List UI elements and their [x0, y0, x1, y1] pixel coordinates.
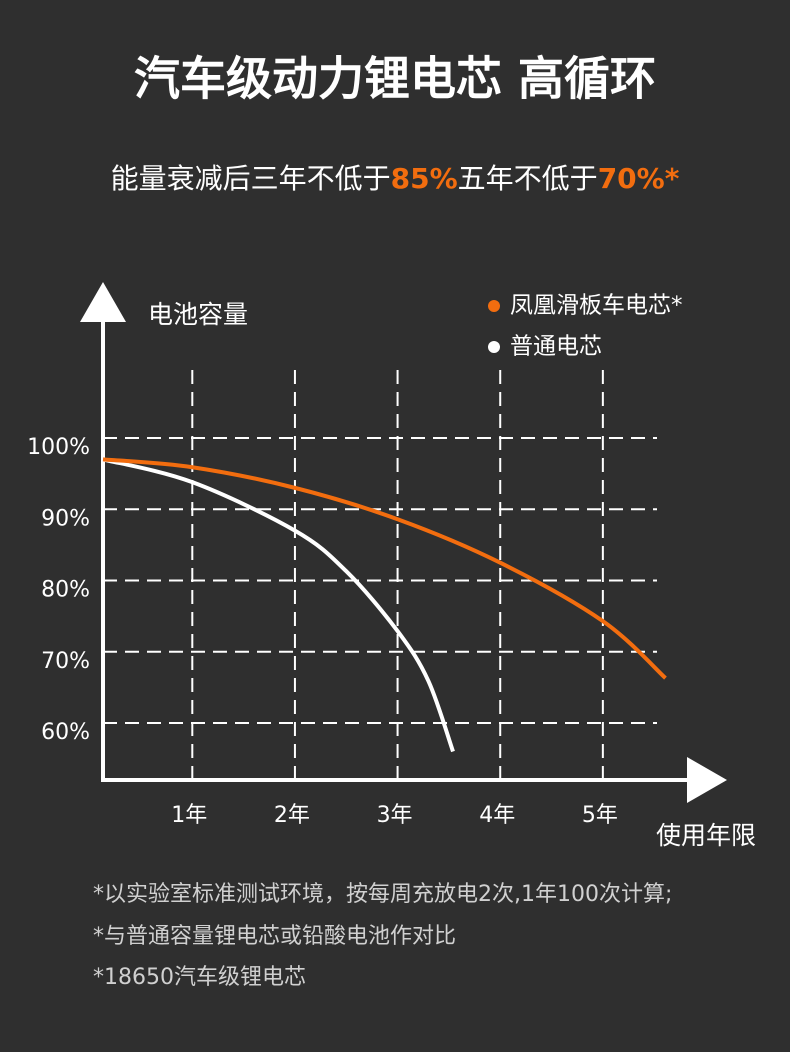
y-tick-label: 60% [41, 720, 90, 745]
subtitle: 能量衰减后三年不低于85%五年不低于70%* [111, 162, 680, 195]
series-line [102, 457, 667, 680]
x-tick-label: 2年 [274, 803, 310, 828]
x-axis-label: 使用年限 [656, 821, 756, 850]
subtitle-part: 70%* [598, 162, 680, 195]
legend-label: 普通电芯 [510, 334, 602, 360]
y-tick-label: 100% [27, 435, 90, 460]
subtitle-part: 能量衰减后三年不低于 [111, 162, 391, 195]
footnote: *以实验室标准测试环境，按每周充放电2次,1年100次计算; [93, 882, 672, 907]
y-tick-label: 80% [41, 578, 90, 603]
x-tick-label: 3年 [377, 803, 413, 828]
x-tick-label: 5年 [582, 803, 618, 828]
y-axis-label: 电池容量 [148, 300, 248, 329]
x-tick-label: 4年 [479, 803, 515, 828]
footnote: *与普通容量锂电芯或铅酸电池作对比 [93, 924, 456, 949]
legend-marker [488, 341, 500, 353]
subtitle-part: 85% [391, 162, 458, 195]
y-arrow [80, 282, 126, 322]
x-tick-label: 1年 [171, 803, 207, 828]
title: 汽车级动力锂电芯 高循环 [134, 52, 656, 106]
legend-label: 凤凰滑板车电芯* [510, 293, 683, 319]
subtitle-part: 五年不低于 [458, 162, 598, 195]
series-line [102, 457, 455, 753]
y-tick-label: 70% [41, 649, 90, 674]
legend-marker [488, 300, 500, 312]
x-arrow [687, 757, 727, 803]
footnote: *18650汽车级锂电芯 [93, 965, 306, 990]
y-tick-label: 90% [41, 506, 90, 531]
